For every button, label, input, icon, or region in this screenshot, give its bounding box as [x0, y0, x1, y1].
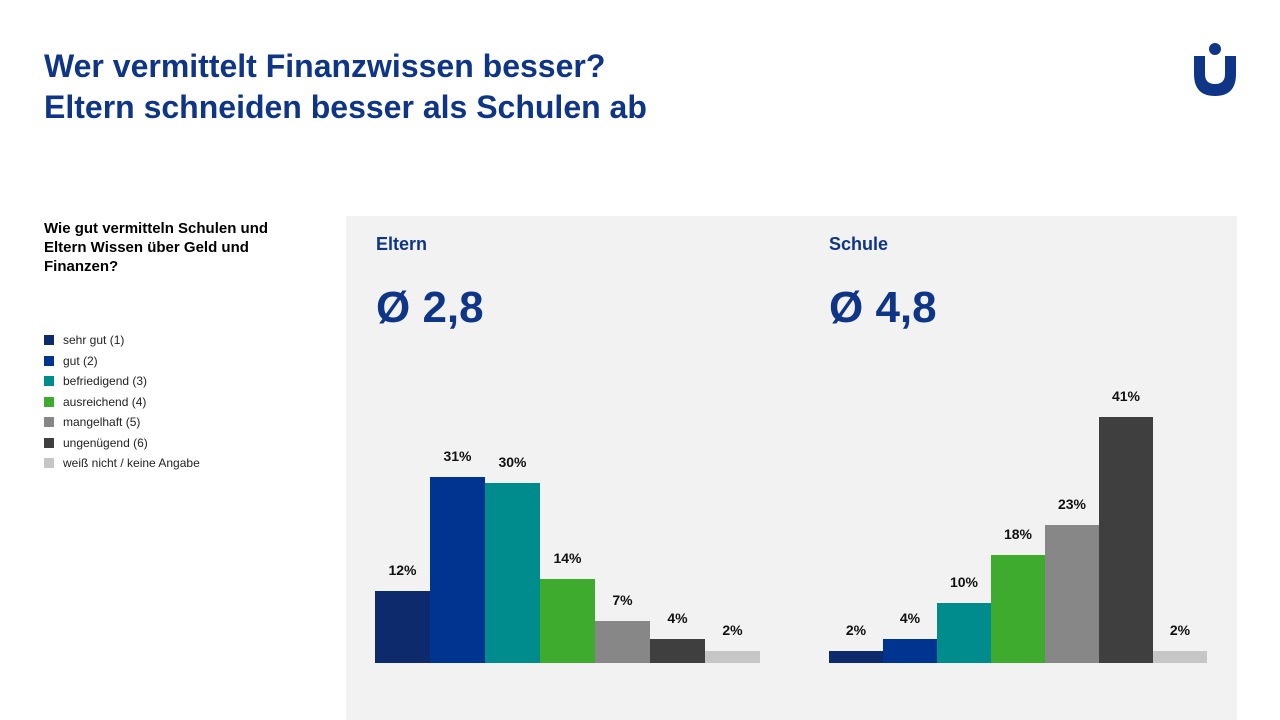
bar-eltern-3	[485, 483, 540, 663]
chart-legend: sehr gut (1) gut (2) befriedigend (3) ausre…	[44, 330, 200, 474]
page-title: Wer vermittelt Finanzwissen besser? Elte…	[44, 46, 647, 128]
legend-swatch	[44, 376, 54, 387]
legend-label: ungenügend (6)	[63, 435, 148, 450]
bar-chart: Eltern Ø 2,8 12% 31% 30% 14% 7% 4% 2% Schule Ø 4,8…	[375, 234, 1207, 663]
legend-label: ausreichend (4)	[63, 394, 147, 409]
bar-value-label-schule-1: 2%	[846, 622, 867, 638]
legend-item: ungenügend (6)	[44, 433, 200, 454]
legend-item: befriedigend (3)	[44, 371, 200, 392]
logo-dot	[1209, 43, 1221, 55]
bar-eltern-6	[650, 639, 705, 663]
legend-label: befriedigend (3)	[63, 374, 148, 389]
survey-question: Wie gut vermitteln Schulen und Eltern Wi…	[44, 220, 269, 275]
bar-eltern-1	[375, 591, 430, 663]
logo-u-shape	[1194, 56, 1236, 96]
legend-swatch	[44, 396, 54, 407]
bar-value-label-schule-4: 18%	[1004, 526, 1033, 542]
bar-schule-1	[829, 651, 883, 663]
title-line-1: Wer vermittelt Finanzwissen besser?	[44, 48, 606, 84]
bar-schule-7	[1153, 651, 1207, 663]
bar-value-label-eltern-2: 31%	[443, 448, 472, 464]
bar-value-label-schule-6: 41%	[1112, 388, 1141, 404]
legend-item: mangelhaft (5)	[44, 412, 200, 433]
legend-swatch	[44, 355, 54, 366]
bar-value-label-schule-3: 10%	[950, 574, 979, 590]
bar-schule-2	[883, 639, 937, 663]
bar-eltern-2	[430, 477, 485, 663]
bar-value-label-eltern-6: 4%	[667, 610, 688, 626]
bar-schule-5	[1045, 525, 1099, 663]
legend-label: gut (2)	[63, 353, 98, 368]
bar-value-label-schule-2: 4%	[900, 610, 921, 626]
bar-eltern-4	[540, 579, 595, 663]
chart-panel: Eltern Ø 2,8 12% 31% 30% 14% 7% 4% 2% Schule Ø 4,8…	[346, 216, 1237, 720]
legend-label: sehr gut (1)	[63, 333, 125, 348]
bar-value-label-eltern-3: 30%	[498, 454, 527, 470]
bar-schule-3	[937, 603, 991, 663]
title-line-2: Eltern schneiden besser als Schulen ab	[44, 89, 647, 125]
legend-label: mangelhaft (5)	[63, 415, 141, 430]
bar-value-label-eltern-7: 2%	[722, 622, 743, 638]
bar-value-label-eltern-1: 12%	[388, 562, 417, 578]
legend-swatch	[44, 458, 54, 469]
bar-value-label-schule-5: 23%	[1058, 496, 1087, 512]
legend-item: weiß nicht / keine Angabe	[44, 453, 200, 474]
legend-item: ausreichend (4)	[44, 392, 200, 413]
bar-schule-6	[1099, 417, 1153, 663]
bar-value-label-eltern-5: 7%	[612, 592, 633, 608]
bar-eltern-7	[705, 651, 760, 663]
bar-value-label-schule-7: 2%	[1170, 622, 1191, 638]
legend-swatch	[44, 417, 54, 428]
chart-title-schule: Schule	[829, 234, 888, 254]
legend-swatch	[44, 437, 54, 448]
chart-title-eltern: Eltern	[376, 234, 427, 254]
bar-value-label-eltern-4: 14%	[553, 550, 582, 566]
bar-schule-4	[991, 555, 1045, 663]
legend-label: weiß nicht / keine Angabe	[63, 456, 200, 471]
brand-logo-icon	[1194, 43, 1236, 96]
bar-eltern-5	[595, 621, 650, 663]
chart-average-schule: Ø 4,8	[829, 283, 937, 332]
chart-average-eltern: Ø 2,8	[376, 283, 484, 332]
legend-item: gut (2)	[44, 351, 200, 372]
legend-swatch	[44, 335, 54, 346]
legend-item: sehr gut (1)	[44, 330, 200, 351]
